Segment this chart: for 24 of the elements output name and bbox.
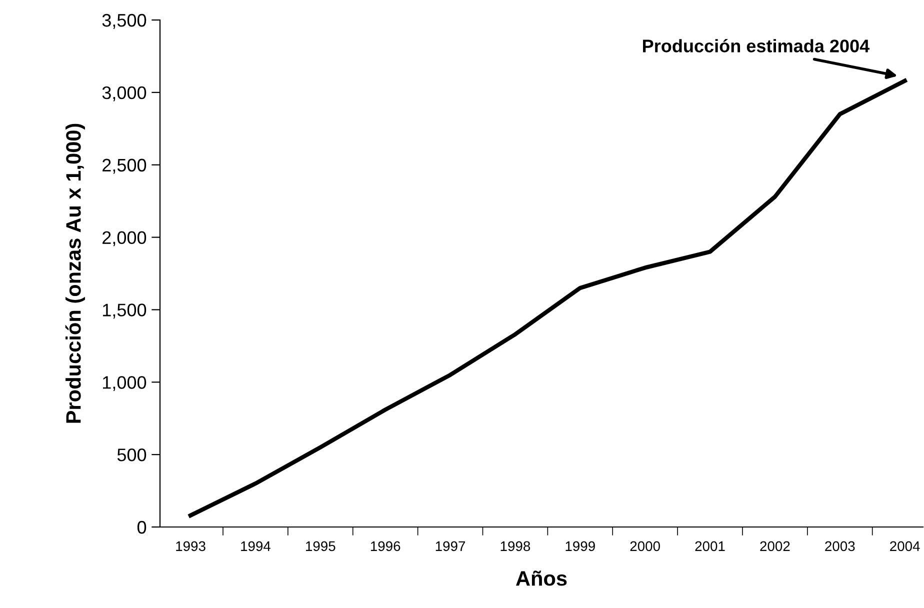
x-tick-label: 1996 bbox=[370, 541, 400, 552]
x-tick-label: 1994 bbox=[241, 541, 270, 552]
x-tick-label: 2004 bbox=[890, 541, 920, 552]
x-tick-label: 2001 bbox=[695, 541, 725, 552]
x-axis-title: Años bbox=[516, 570, 567, 586]
line-series bbox=[188, 78, 907, 518]
x-tick-label: 1995 bbox=[306, 541, 336, 552]
x-tick-label: 1993 bbox=[176, 541, 206, 552]
x-tick-label: 2002 bbox=[760, 541, 790, 552]
annotation: Producción estimada 2004 bbox=[643, 38, 870, 52]
x-tick-label: 1999 bbox=[566, 541, 595, 552]
y-tick-label: 1,000 bbox=[103, 376, 146, 391]
x-tick-label: 2003 bbox=[825, 541, 855, 552]
y-tick-label: 0 bbox=[137, 520, 146, 534]
y-tick-label: 2,500 bbox=[102, 158, 146, 174]
x-tick-label: 1998 bbox=[500, 541, 530, 552]
y-tick-label: 1,500 bbox=[103, 304, 146, 319]
x-tick-label: 1997 bbox=[436, 541, 466, 552]
y-tick-label: 3,000 bbox=[102, 86, 146, 102]
y-tick-label: 3,500 bbox=[102, 14, 146, 29]
y-tick-label: 2,000 bbox=[102, 231, 146, 246]
y-tick-label: 500 bbox=[117, 448, 146, 462]
y-axis-title: Producción (onzas Au x 1,000) bbox=[65, 124, 85, 423]
x-tick-label: 2000 bbox=[630, 541, 660, 552]
